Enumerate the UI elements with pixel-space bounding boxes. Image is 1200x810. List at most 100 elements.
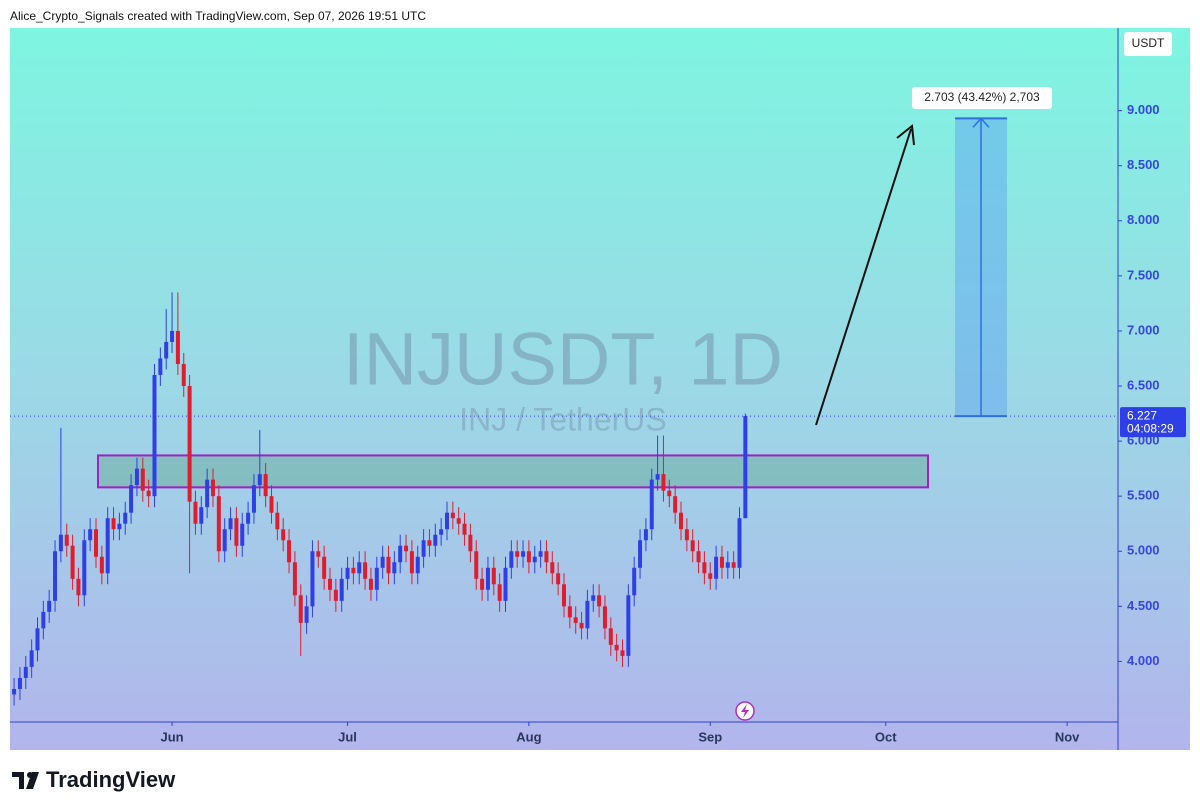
candle-body <box>485 567 490 590</box>
candle-body <box>398 545 403 563</box>
y-tick-label: 8.000 <box>1127 212 1160 227</box>
candle-body <box>696 551 701 563</box>
candle-body <box>526 551 531 563</box>
y-tick-label: 6.500 <box>1127 377 1160 392</box>
price-label: 6.227 <box>1127 408 1157 422</box>
candle-body <box>234 518 239 546</box>
candle-body <box>597 595 602 607</box>
candle-body <box>638 540 643 568</box>
y-tick-label: 8.500 <box>1127 157 1160 172</box>
candle-body <box>503 567 508 601</box>
currency-badge <box>1124 32 1172 56</box>
candle-body <box>673 496 678 513</box>
y-tick-label: 4.000 <box>1127 653 1160 668</box>
candle-body <box>433 534 438 546</box>
candle-body <box>363 562 368 579</box>
y-tick-label: 9.000 <box>1127 102 1160 117</box>
candle-body <box>708 573 713 579</box>
candle-body <box>351 567 356 574</box>
candle-body <box>181 363 186 387</box>
y-tick-label: 4.500 <box>1127 598 1160 613</box>
candle-body <box>35 628 40 651</box>
candle-body <box>544 551 549 563</box>
candle-body <box>316 551 321 557</box>
candle-body <box>649 479 654 530</box>
candle-body <box>468 534 473 552</box>
candle-body <box>532 556 537 563</box>
measure-arrowhead <box>972 117 990 128</box>
candle-body <box>298 595 303 623</box>
candle-body <box>275 512 280 530</box>
candle-body <box>23 666 28 678</box>
candle-body <box>129 485 134 513</box>
candle-body <box>64 534 69 546</box>
x-tick-label: Oct <box>875 729 897 744</box>
candle-body <box>12 688 17 695</box>
candle-body <box>216 496 221 552</box>
candle-body <box>743 416 748 519</box>
candle-body <box>731 562 736 568</box>
candle-body <box>374 567 379 590</box>
candle-body <box>632 567 637 596</box>
candle-body <box>421 540 426 557</box>
candle-body <box>210 479 215 497</box>
candle-body <box>123 512 128 524</box>
candle-body <box>562 584 566 607</box>
candle-body <box>409 551 414 574</box>
candle-body <box>515 551 520 557</box>
logo: TradingView <box>12 767 176 792</box>
candle-body <box>684 529 689 541</box>
projection-arrow <box>815 128 912 426</box>
candle-body <box>82 540 87 596</box>
x-tick-label: Sep <box>698 729 722 744</box>
candle-body <box>404 545 409 552</box>
candle-body <box>170 330 175 342</box>
candle-body <box>105 518 110 574</box>
candle-body <box>719 556 724 568</box>
candle-body <box>333 589 338 601</box>
candle-body <box>608 628 613 645</box>
chart-background <box>10 28 1190 750</box>
y-tick-label: 7.500 <box>1127 267 1160 282</box>
candle-body <box>187 386 192 502</box>
candle-body <box>714 556 719 579</box>
candle-body <box>386 556 391 574</box>
candle-body <box>99 556 104 574</box>
candle-body <box>462 523 467 535</box>
candle-body <box>327 578 332 590</box>
candle-body <box>257 474 262 486</box>
candle-body <box>17 677 22 689</box>
event-icon-bolt <box>741 704 749 718</box>
x-tick-label: Aug <box>516 729 541 744</box>
candle-body <box>41 611 46 629</box>
candle-body <box>304 606 309 623</box>
candle-body <box>725 562 730 568</box>
candle-body <box>281 529 286 541</box>
candle-body <box>444 512 449 530</box>
x-tick-label: Nov <box>1055 729 1080 744</box>
candle-body <box>287 540 292 563</box>
candle-body <box>480 578 485 590</box>
candle-body <box>538 551 543 557</box>
candle-body <box>573 617 578 623</box>
candle-body <box>240 523 245 546</box>
candle-body <box>579 622 584 629</box>
candle-body <box>491 567 496 585</box>
candle-body <box>427 540 432 546</box>
candle-body <box>439 529 444 535</box>
candle-body <box>345 567 350 579</box>
candle-body <box>380 556 385 568</box>
candle-body <box>117 523 122 530</box>
candle-body <box>158 358 163 375</box>
candle-body <box>140 468 145 491</box>
candle-body <box>690 540 695 552</box>
currency-label: USDT <box>1132 36 1165 50</box>
candle-body <box>58 534 63 552</box>
candle-body <box>602 606 607 629</box>
candle-body <box>152 375 157 497</box>
candle-body <box>246 512 251 524</box>
header: Alice_Crypto_Signals created with Tradin… <box>10 9 426 23</box>
candle-body <box>497 584 502 601</box>
candle-body <box>269 496 274 513</box>
